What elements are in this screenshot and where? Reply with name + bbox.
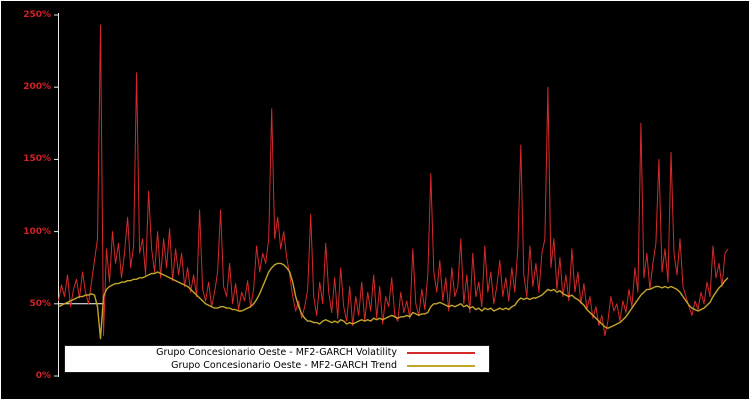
legend-line-sample-volatility xyxy=(407,351,475,354)
legend-row-volatility: Grupo Concesionario Oeste - MF2-GARCH Vo… xyxy=(65,347,489,359)
legend-label-volatility: Grupo Concesionario Oeste - MF2-GARCH Vo… xyxy=(156,346,397,358)
trend-line xyxy=(58,262,729,340)
y-axis-tick-label: 50% xyxy=(29,299,51,309)
legend-row-trend: Grupo Concesionario Oeste - MF2-GARCH Tr… xyxy=(65,360,489,372)
y-axis-tick-label: 150% xyxy=(23,154,51,164)
y-axis-tick-label: 100% xyxy=(23,227,51,237)
y-axis-tick-label: 250% xyxy=(23,10,51,20)
legend: Grupo Concesionario Oeste - MF2-GARCH Vo… xyxy=(64,345,490,373)
legend-label-trend: Grupo Concesionario Oeste - MF2-GARCH Tr… xyxy=(171,359,397,371)
y-axis-tick-label: 0% xyxy=(35,371,51,381)
volatility-line xyxy=(58,24,729,337)
y-axis-tick-label: 200% xyxy=(23,82,51,92)
y-axis-ticks xyxy=(54,14,59,377)
legend-line-sample-trend xyxy=(407,364,475,367)
